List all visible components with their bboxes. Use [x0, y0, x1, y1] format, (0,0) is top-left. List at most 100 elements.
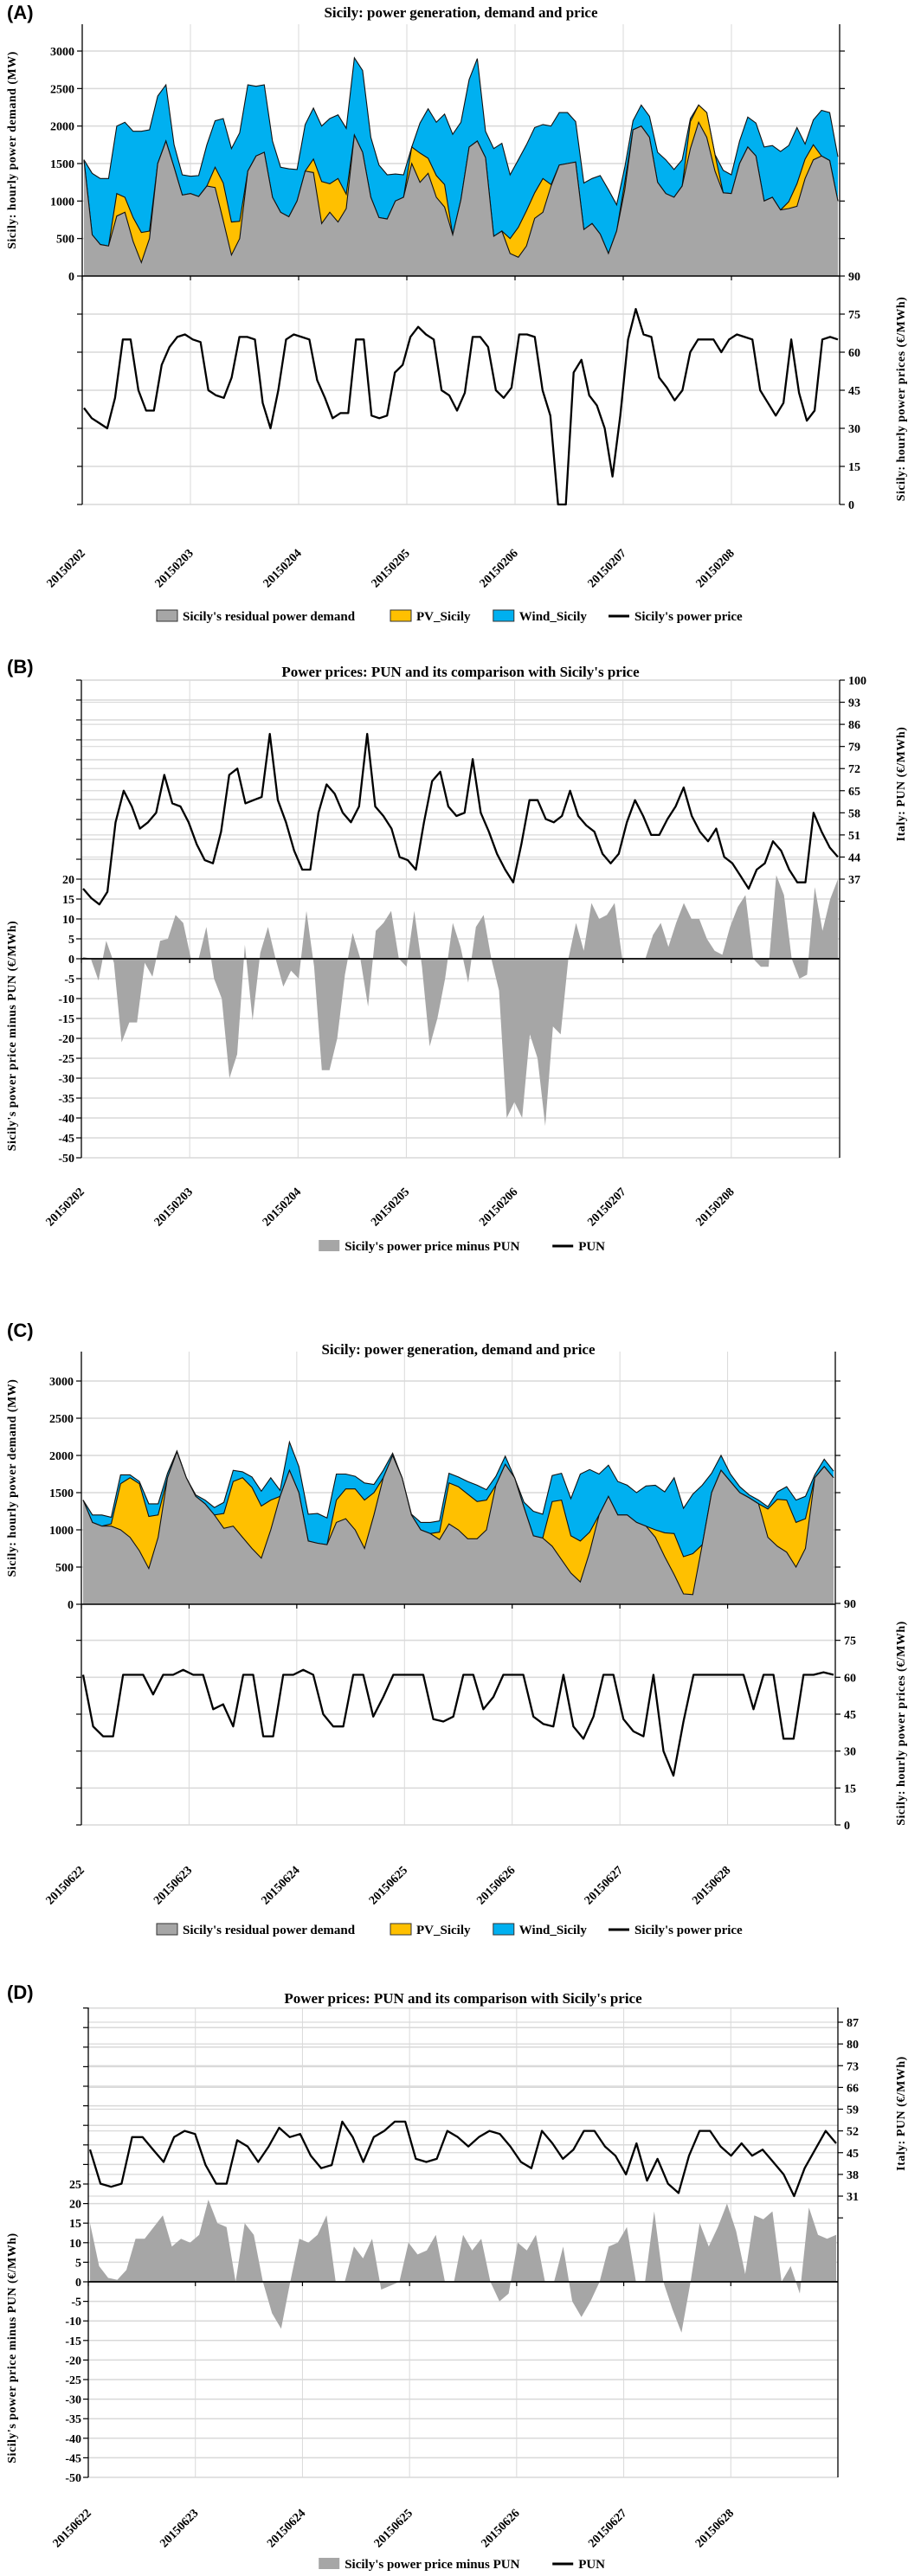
x-tick-label: 20150625 — [367, 1864, 410, 1907]
y2-axis-title: Italy: PUN (€/MWh) — [895, 2056, 908, 2171]
y-tick-label: -5 — [71, 2297, 81, 2309]
x-tick-label: 20150205 — [370, 547, 413, 590]
y-tick-label: -50 — [58, 1153, 74, 1166]
y-tick-label: -45 — [58, 1133, 74, 1146]
y2-tick-label: 44 — [848, 851, 860, 864]
y-tick-label: 5 — [68, 934, 74, 947]
x-tick-label: 20150625 — [372, 2507, 415, 2550]
y-tick-label: 2500 — [49, 1413, 74, 1426]
y-tick-label: -35 — [58, 1093, 74, 1106]
panel-d: (D) Power prices: PUN and its comparison … — [6, 1982, 908, 2572]
residual-demand-area — [84, 122, 838, 276]
y-tick-label: 15 — [62, 894, 74, 907]
legend-item: Wind_Sicily — [493, 1923, 587, 1937]
x-tick-label: 20150202 — [45, 547, 88, 590]
y2-tick-label: 100 — [848, 675, 866, 688]
y-tick-label: -40 — [65, 2433, 81, 2446]
x-tick-label: 20150203 — [152, 1185, 196, 1229]
x-tick-label: 20150208 — [693, 1185, 737, 1229]
y2-tick-label: 45 — [848, 385, 860, 398]
y-tick-label: 5 — [75, 2257, 81, 2270]
y2-tick-label: 37 — [848, 874, 860, 887]
legend-item: PV_Sicily — [390, 1923, 471, 1937]
x-tick-label: 20150202 — [44, 1185, 87, 1229]
y-tick-label: -40 — [58, 1113, 74, 1126]
y-axis-title: Sicily: hourly power demand (MW) — [6, 1379, 19, 1577]
x-tick-label: 20150207 — [586, 547, 629, 590]
chart-title: Sicily: power generation, demand and pri… — [324, 4, 598, 21]
x-tick-label: 20150207 — [585, 1185, 628, 1229]
y2-tick-label: 93 — [848, 697, 860, 710]
y-tick-label: 10 — [62, 914, 74, 927]
x-tick-label: 20150626 — [474, 1864, 518, 1907]
legend-label: Wind_Sicily — [519, 610, 588, 624]
y-tick-label: -10 — [58, 993, 74, 1006]
y-tick-label: -15 — [58, 1013, 74, 1026]
y-tick-label: 20 — [69, 2199, 81, 2212]
x-tick-label: 20150622 — [51, 2507, 94, 2550]
y2-tick-label: 60 — [848, 347, 860, 360]
y-tick-label: 15 — [69, 2218, 81, 2231]
x-tick-label: 20150628 — [693, 2507, 737, 2550]
legend-color-swatch — [156, 609, 178, 622]
legend-item: Sicily's power price — [609, 1924, 743, 1937]
x-tick-label: 20150624 — [265, 2507, 308, 2550]
wind-area-outline — [82, 1440, 834, 1523]
pun-line — [82, 732, 839, 906]
legend-item: Wind_Sicily — [493, 609, 588, 624]
spread-area — [90, 2200, 836, 2333]
y2-tick-label: 80 — [847, 2039, 859, 2052]
panel-letter: (B) — [7, 656, 34, 678]
x-tick-label: 20150204 — [261, 1185, 304, 1229]
y-tick-label: 3000 — [49, 1376, 74, 1389]
legend-label: Sicily's power price minus PUN — [345, 2558, 519, 2572]
legend-label: PV_Sicily — [416, 610, 471, 624]
y2-axis-title: Italy: PUN (€/MWh) — [895, 727, 908, 842]
x-tick-label: 20150627 — [586, 2507, 629, 2550]
panel-letter: (C) — [7, 1320, 34, 1341]
x-tick-label: 20150626 — [479, 2507, 522, 2550]
legend-color-swatch — [493, 609, 515, 622]
y-tick-label: -15 — [65, 2335, 81, 2348]
y-tick-label: 1500 — [49, 1487, 74, 1500]
y-tick-label: -45 — [65, 2452, 81, 2465]
y-axis-title: Sicily's power price minus PUN (€/MWh) — [6, 2232, 19, 2463]
y2-tick-label: 45 — [847, 2148, 859, 2161]
y-tick-label: -30 — [58, 1073, 74, 1086]
legend-color-swatch — [390, 609, 412, 622]
y2-tick-label: 75 — [844, 1635, 856, 1648]
panel-a: (A) Sicily: power generation, demand and … — [6, 2, 908, 624]
y2-tick-label: 65 — [848, 786, 860, 799]
legend-item: Sicily's power price — [609, 610, 743, 624]
y-tick-label: 0 — [75, 2277, 81, 2290]
y-tick-label: 0 — [68, 1599, 74, 1612]
y-tick-label: -35 — [65, 2413, 81, 2426]
chart-title: Sicily: power generation, demand and pri… — [321, 1341, 596, 1358]
legend-item: PUN — [552, 1240, 605, 1254]
y-tick-label: 0 — [68, 271, 74, 284]
y2-tick-label: 75 — [848, 309, 860, 322]
legend-item: Sicily's residual power demand — [156, 1923, 356, 1937]
y2-tick-label: 30 — [844, 1746, 856, 1759]
pv-area — [83, 1451, 834, 1595]
y2-tick-label: 15 — [848, 461, 860, 474]
y2-axis-title: Sicily: hourly power prices (€/MWh) — [895, 1621, 908, 1826]
y2-axis-title: Sicily: hourly power prices (€/MWh) — [895, 297, 908, 502]
legend-item: Sicily's power price minus PUN — [319, 2558, 520, 2572]
legend-item: PV_Sicily — [390, 609, 471, 624]
y2-tick-label: 86 — [848, 719, 860, 732]
x-tick-label: 20150208 — [694, 547, 737, 590]
y-tick-label: 3000 — [50, 46, 74, 59]
panel-b: (B) Power prices: PUN and its comparison … — [6, 656, 908, 1254]
legend-label: Sicily's power price — [634, 1924, 743, 1937]
y2-tick-label: 45 — [844, 1709, 856, 1722]
x-tick-label: 20150627 — [583, 1864, 626, 1907]
panel-letter: (D) — [7, 1982, 34, 2003]
y-tick-label: 500 — [55, 1562, 74, 1575]
spread-area — [83, 875, 838, 1127]
y-tick-label: -50 — [65, 2472, 81, 2485]
y2-tick-label: 0 — [848, 499, 854, 512]
x-tick-label: 20150623 — [151, 1864, 195, 1907]
panel-letter: (A) — [7, 2, 34, 23]
